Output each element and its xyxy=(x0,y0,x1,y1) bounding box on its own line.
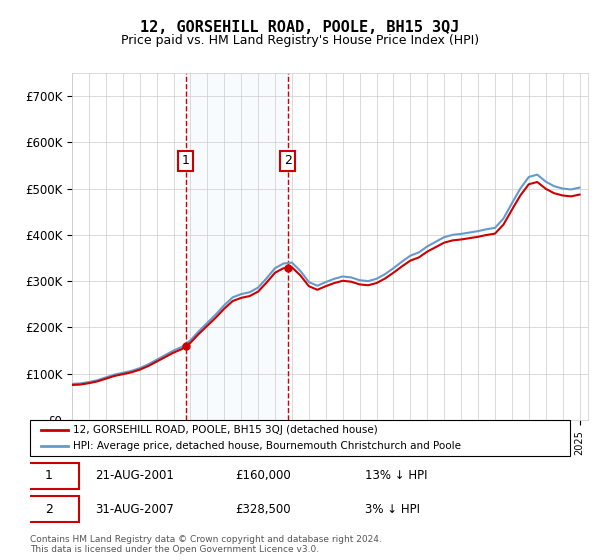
Text: 21-AUG-2001: 21-AUG-2001 xyxy=(95,469,173,482)
Text: 3% ↓ HPI: 3% ↓ HPI xyxy=(365,503,420,516)
Text: 12, GORSEHILL ROAD, POOLE, BH15 3QJ: 12, GORSEHILL ROAD, POOLE, BH15 3QJ xyxy=(140,20,460,35)
Text: HPI: Average price, detached house, Bournemouth Christchurch and Poole: HPI: Average price, detached house, Bour… xyxy=(73,441,461,451)
FancyBboxPatch shape xyxy=(30,420,570,456)
Text: 12, GORSEHILL ROAD, POOLE, BH15 3QJ (detached house): 12, GORSEHILL ROAD, POOLE, BH15 3QJ (det… xyxy=(73,425,378,435)
Text: £160,000: £160,000 xyxy=(235,469,291,482)
Text: 2: 2 xyxy=(45,503,53,516)
Bar xyxy=(185,73,287,420)
Text: Contains HM Land Registry data © Crown copyright and database right 2024.
This d: Contains HM Land Registry data © Crown c… xyxy=(30,535,382,554)
FancyBboxPatch shape xyxy=(19,496,79,522)
Text: Price paid vs. HM Land Registry's House Price Index (HPI): Price paid vs. HM Land Registry's House … xyxy=(121,34,479,46)
Text: 13% ↓ HPI: 13% ↓ HPI xyxy=(365,469,427,482)
Text: 1: 1 xyxy=(45,469,53,482)
Text: 2: 2 xyxy=(284,154,292,167)
Text: 31-AUG-2007: 31-AUG-2007 xyxy=(95,503,173,516)
Text: £328,500: £328,500 xyxy=(235,503,291,516)
Text: 1: 1 xyxy=(182,154,190,167)
FancyBboxPatch shape xyxy=(19,463,79,489)
